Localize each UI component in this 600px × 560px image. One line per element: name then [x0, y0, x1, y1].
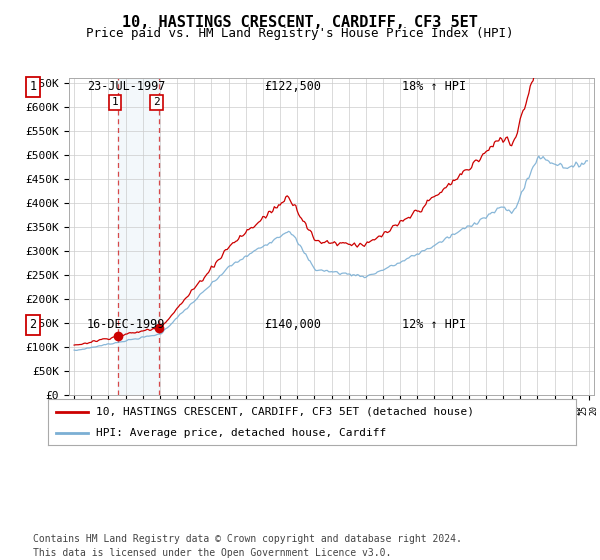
Text: 18% ↑ HPI: 18% ↑ HPI [402, 80, 466, 94]
Text: 1: 1 [29, 80, 37, 94]
Text: 10, HASTINGS CRESCENT, CARDIFF, CF3 5ET (detached house): 10, HASTINGS CRESCENT, CARDIFF, CF3 5ET … [95, 407, 473, 417]
Text: 2: 2 [29, 318, 37, 332]
Text: Price paid vs. HM Land Registry's House Price Index (HPI): Price paid vs. HM Land Registry's House … [86, 27, 514, 40]
Text: 12% ↑ HPI: 12% ↑ HPI [402, 318, 466, 332]
Bar [118, 78, 159, 395]
Text: 1: 1 [112, 97, 119, 108]
Text: Contains HM Land Registry data © Crown copyright and database right 2024.
This d: Contains HM Land Registry data © Crown c… [33, 534, 462, 558]
Text: 23-JUL-1997: 23-JUL-1997 [87, 80, 166, 94]
Text: £122,500: £122,500 [264, 80, 321, 94]
Text: 16-DEC-1999: 16-DEC-1999 [87, 318, 166, 332]
Text: HPI: Average price, detached house, Cardiff: HPI: Average price, detached house, Card… [95, 428, 386, 438]
Text: £140,000: £140,000 [264, 318, 321, 332]
Text: 10, HASTINGS CRESCENT, CARDIFF, CF3 5ET: 10, HASTINGS CRESCENT, CARDIFF, CF3 5ET [122, 15, 478, 30]
Text: 2: 2 [153, 97, 160, 108]
